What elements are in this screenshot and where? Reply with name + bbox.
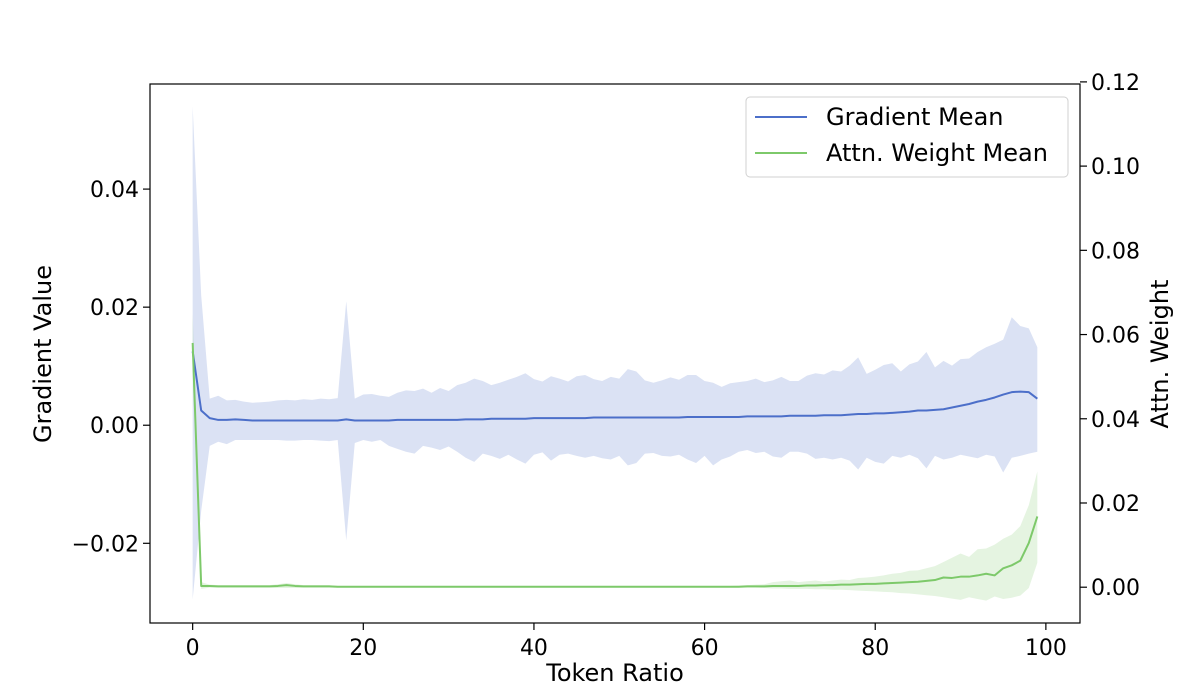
legend: Gradient Mean Attn. Weight Mean xyxy=(745,96,1069,178)
x-tick-label: 0 xyxy=(186,636,200,661)
y2-axis-ticks: 0.00 0.02 0.04 0.06 0.08 0.10 0.12 xyxy=(1080,71,1140,601)
plot-frame xyxy=(149,83,1081,624)
x-axis-ticks: 0 20 40 60 80 100 xyxy=(186,623,1067,661)
y-tick-label: −0.02 xyxy=(72,532,139,557)
attn-weight-mean-band xyxy=(192,313,1038,601)
y-tick-label: 0.00 xyxy=(90,414,139,439)
legend-box xyxy=(745,96,1069,178)
y2-tick-label: 0.00 xyxy=(1091,576,1140,601)
gradient-mean-line xyxy=(191,351,1038,422)
attn-weight-mean-line xyxy=(191,342,1039,588)
y2-tick-label: 0.12 xyxy=(1091,71,1140,96)
x-tick-label: 40 xyxy=(520,636,548,661)
y2-tick-label: 0.02 xyxy=(1091,492,1140,517)
y-axis-title: Gradient Value xyxy=(29,265,57,443)
series-lines xyxy=(191,342,1039,588)
x-tick-label: 20 xyxy=(349,636,377,661)
y2-tick-label: 0.04 xyxy=(1091,408,1140,433)
y2-tick-label: 0.10 xyxy=(1091,155,1140,180)
legend-label-gradient-mean: Gradient Mean xyxy=(826,103,1003,131)
y2-tick-label: 0.08 xyxy=(1091,239,1140,264)
x-tick-label: 60 xyxy=(691,636,719,661)
x-tick-label: 100 xyxy=(1025,636,1067,661)
y-tick-label: 0.04 xyxy=(90,178,139,203)
confidence-bands xyxy=(192,106,1038,601)
x-tick-label: 80 xyxy=(861,636,889,661)
y-tick-label: 0.02 xyxy=(90,296,139,321)
x-axis-title: Token Ratio xyxy=(545,659,684,687)
legend-label-attn-weight-mean: Attn. Weight Mean xyxy=(826,139,1048,167)
y2-axis-title: Attn. Weight xyxy=(1146,280,1174,429)
y2-tick-label: 0.06 xyxy=(1091,324,1140,349)
y-axis-ticks: −0.02 0.00 0.02 0.04 xyxy=(72,178,150,557)
